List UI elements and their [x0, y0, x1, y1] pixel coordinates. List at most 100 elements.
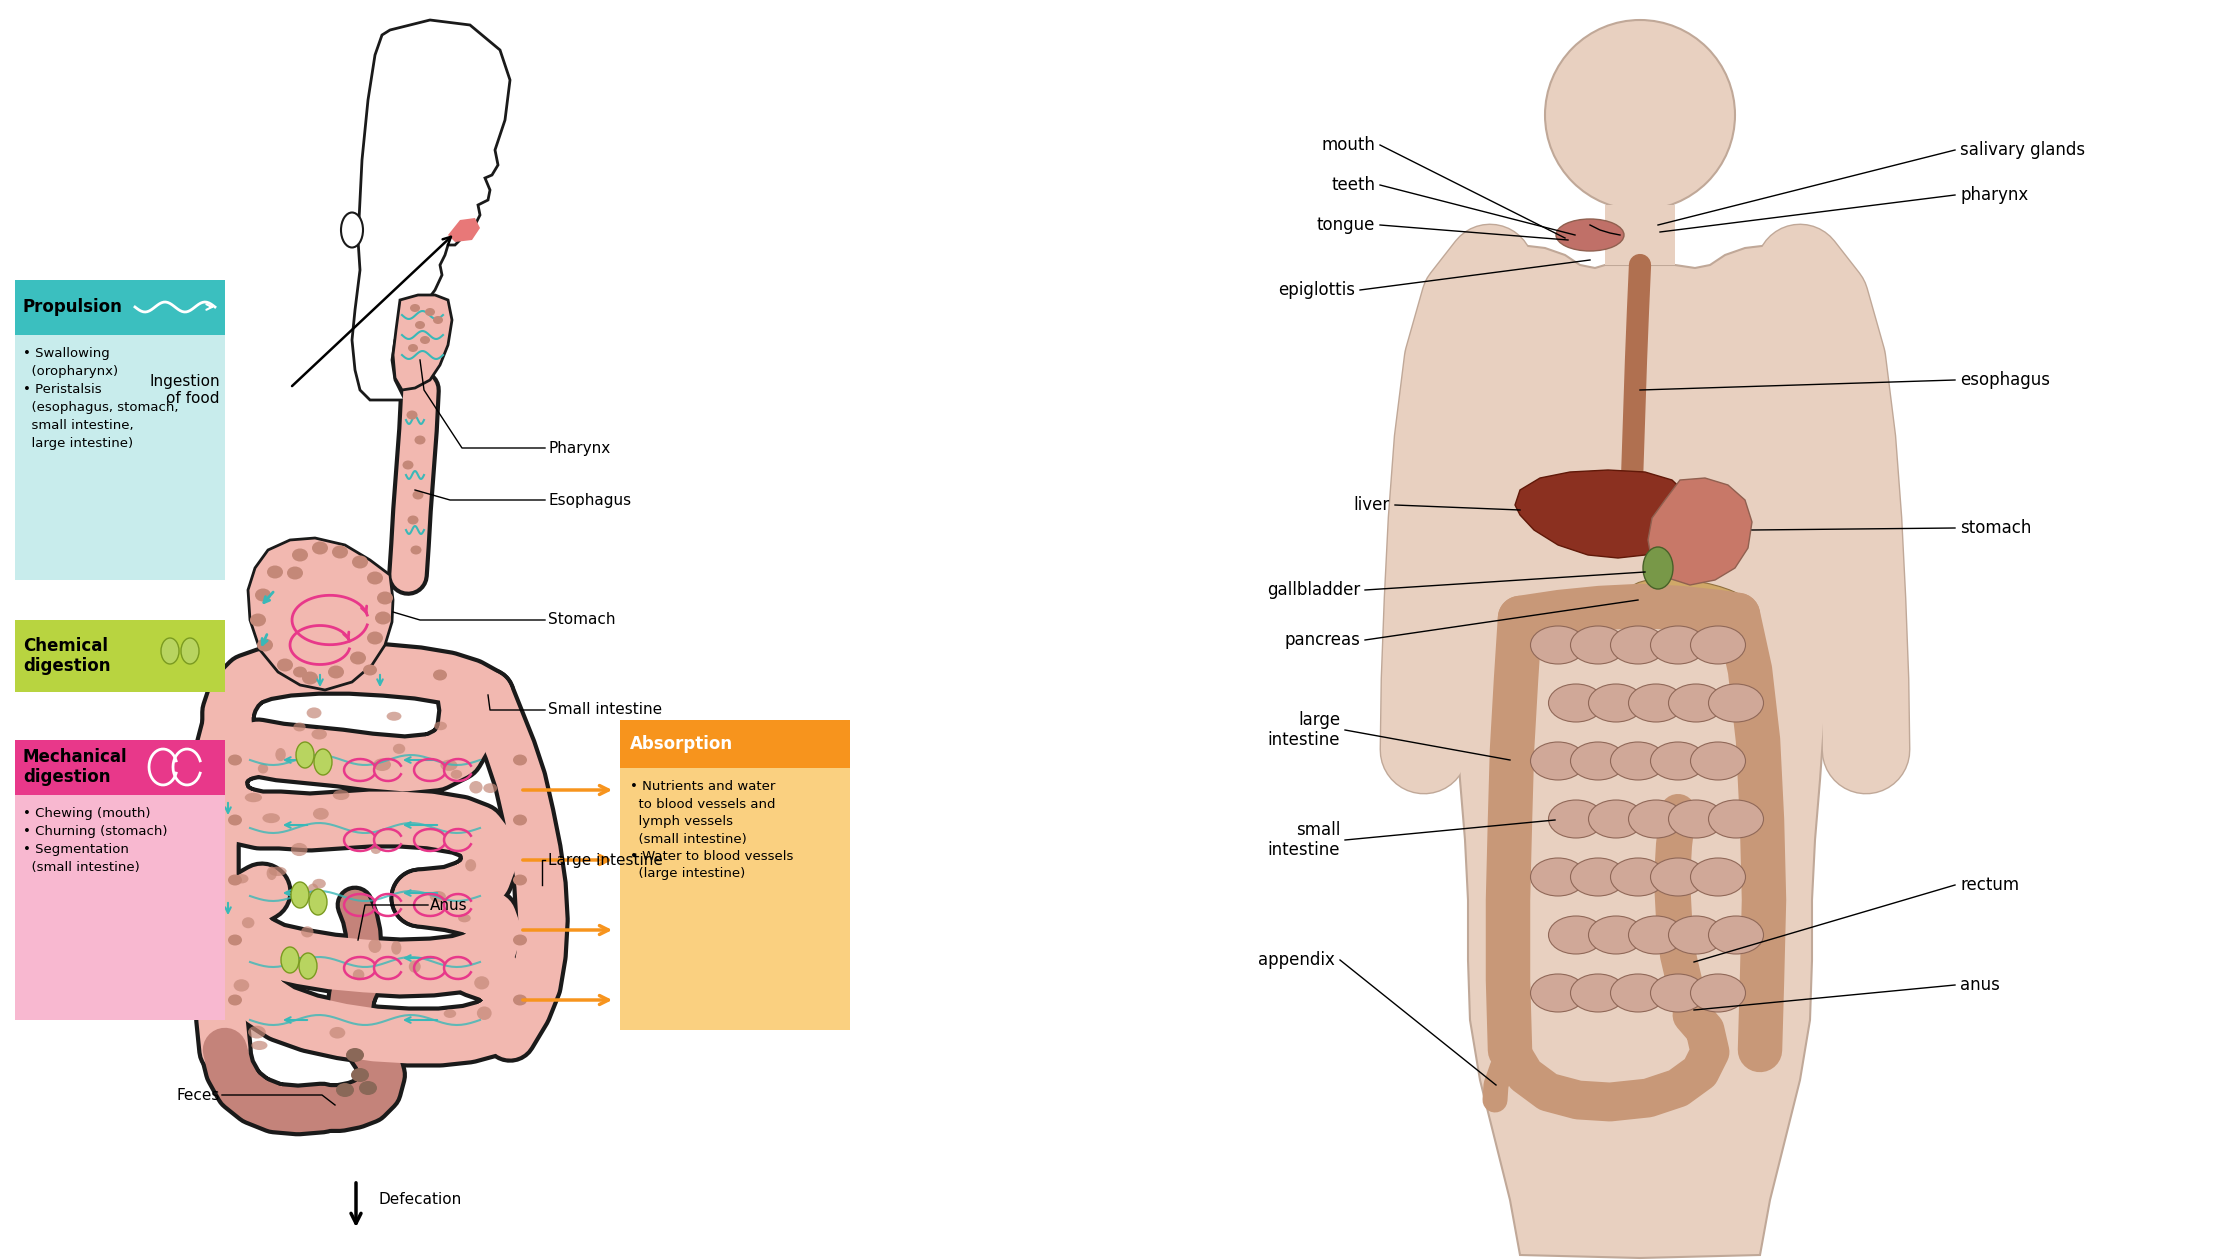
- Ellipse shape: [388, 712, 401, 721]
- Ellipse shape: [161, 638, 179, 664]
- Ellipse shape: [358, 1081, 376, 1095]
- Text: liver: liver: [1353, 496, 1391, 514]
- Ellipse shape: [376, 591, 392, 605]
- Ellipse shape: [1651, 858, 1705, 896]
- Ellipse shape: [291, 882, 309, 908]
- Ellipse shape: [291, 843, 307, 856]
- Ellipse shape: [410, 960, 421, 973]
- Ellipse shape: [450, 770, 461, 779]
- Ellipse shape: [311, 728, 327, 740]
- Ellipse shape: [1611, 858, 1667, 896]
- Ellipse shape: [484, 784, 497, 793]
- Ellipse shape: [1611, 974, 1667, 1012]
- Text: pharynx: pharynx: [1960, 186, 2027, 204]
- Ellipse shape: [1669, 800, 1723, 838]
- Ellipse shape: [1628, 684, 1684, 722]
- Ellipse shape: [280, 948, 298, 973]
- Bar: [16, 280, 224, 335]
- Ellipse shape: [267, 566, 282, 578]
- Ellipse shape: [466, 859, 477, 872]
- Ellipse shape: [1557, 219, 1624, 251]
- Polygon shape: [249, 538, 392, 690]
- Bar: [620, 769, 849, 1029]
- Text: Pharynx: Pharynx: [549, 441, 609, 456]
- Ellipse shape: [403, 460, 414, 470]
- Ellipse shape: [1709, 684, 1763, 722]
- Ellipse shape: [392, 941, 401, 955]
- Text: esophagus: esophagus: [1960, 370, 2050, 389]
- Ellipse shape: [293, 722, 305, 731]
- Polygon shape: [1649, 478, 1752, 585]
- Ellipse shape: [475, 976, 488, 989]
- Ellipse shape: [291, 548, 307, 562]
- Ellipse shape: [408, 515, 419, 524]
- Ellipse shape: [249, 1026, 267, 1038]
- Text: rectum: rectum: [1960, 876, 2018, 895]
- Ellipse shape: [477, 1007, 491, 1019]
- Ellipse shape: [327, 665, 345, 678]
- Ellipse shape: [372, 845, 381, 854]
- Ellipse shape: [242, 917, 255, 929]
- Ellipse shape: [329, 1027, 345, 1038]
- Ellipse shape: [1651, 974, 1705, 1012]
- Text: tongue: tongue: [1317, 215, 1375, 234]
- Ellipse shape: [181, 638, 199, 664]
- Text: Chemical
digestion: Chemical digestion: [22, 636, 110, 675]
- Text: Small intestine: Small intestine: [549, 703, 663, 717]
- Ellipse shape: [513, 755, 526, 766]
- Ellipse shape: [408, 344, 419, 352]
- Ellipse shape: [1709, 916, 1763, 954]
- Ellipse shape: [1530, 626, 1586, 664]
- Ellipse shape: [314, 748, 332, 775]
- Ellipse shape: [1691, 858, 1745, 896]
- Polygon shape: [1514, 470, 1691, 558]
- Ellipse shape: [251, 614, 267, 626]
- Ellipse shape: [444, 1009, 457, 1018]
- Ellipse shape: [336, 1084, 354, 1097]
- Text: teeth: teeth: [1331, 176, 1375, 194]
- Ellipse shape: [1651, 742, 1705, 780]
- Ellipse shape: [235, 874, 249, 883]
- Ellipse shape: [228, 994, 242, 1005]
- Text: • Chewing (mouth)
• Churning (stomach)
• Segmentation
  (small intestine): • Chewing (mouth) • Churning (stomach) •…: [22, 806, 168, 874]
- Ellipse shape: [374, 611, 392, 625]
- Bar: [620, 719, 849, 769]
- Bar: [16, 620, 224, 692]
- Ellipse shape: [332, 546, 347, 558]
- Ellipse shape: [1588, 916, 1644, 954]
- Text: Stomach: Stomach: [549, 612, 616, 627]
- Text: mouth: mouth: [1322, 136, 1375, 154]
- Ellipse shape: [300, 926, 314, 937]
- Text: anus: anus: [1960, 976, 2000, 994]
- Ellipse shape: [302, 672, 318, 684]
- Ellipse shape: [1530, 742, 1586, 780]
- Polygon shape: [1438, 244, 1839, 1257]
- Ellipse shape: [352, 556, 367, 568]
- Ellipse shape: [1691, 742, 1745, 780]
- Ellipse shape: [513, 994, 526, 1005]
- Ellipse shape: [1530, 858, 1586, 896]
- Text: Anus: Anus: [430, 897, 468, 912]
- Ellipse shape: [276, 748, 287, 761]
- Ellipse shape: [441, 760, 457, 771]
- Ellipse shape: [410, 304, 421, 312]
- Bar: [1606, 205, 1676, 265]
- Ellipse shape: [432, 669, 448, 680]
- Ellipse shape: [296, 742, 314, 769]
- Ellipse shape: [349, 651, 365, 664]
- Ellipse shape: [374, 759, 392, 771]
- Ellipse shape: [258, 764, 269, 774]
- Ellipse shape: [340, 213, 363, 247]
- Ellipse shape: [262, 813, 280, 823]
- Ellipse shape: [1548, 916, 1604, 954]
- Polygon shape: [392, 295, 452, 391]
- Ellipse shape: [412, 490, 423, 499]
- Ellipse shape: [278, 659, 293, 672]
- Ellipse shape: [309, 890, 327, 915]
- Ellipse shape: [258, 639, 273, 651]
- Ellipse shape: [352, 1068, 370, 1082]
- Ellipse shape: [1570, 974, 1626, 1012]
- Circle shape: [1546, 20, 1736, 210]
- Text: • Nutrients and water
  to blood vessels and
  lymph vessels
  (small intestine): • Nutrients and water to blood vessels a…: [629, 780, 793, 881]
- Ellipse shape: [421, 336, 430, 344]
